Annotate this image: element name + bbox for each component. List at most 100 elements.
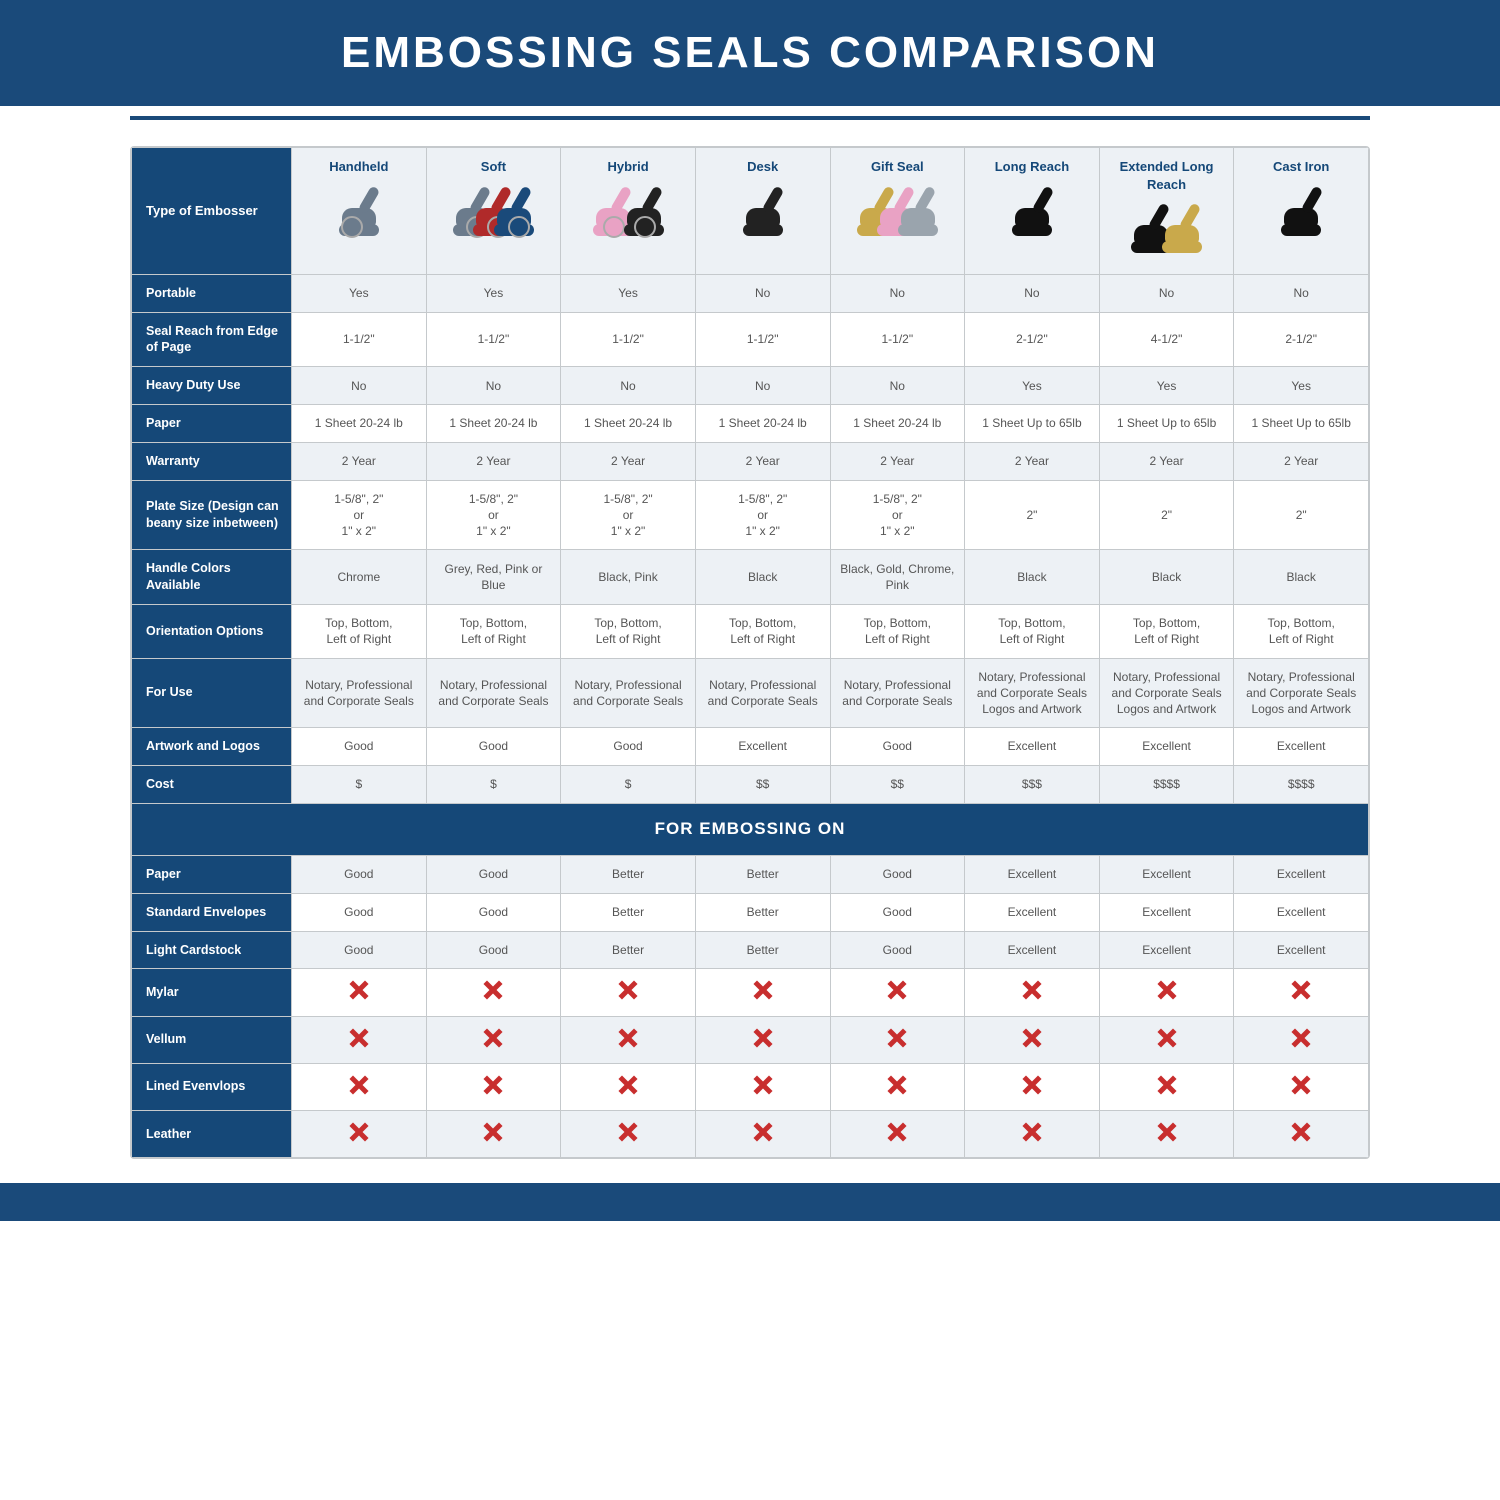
x-icon [617, 1121, 639, 1143]
cell [561, 969, 696, 1016]
cell: 1 Sheet Up to 65lb [965, 405, 1100, 443]
cell: 2 Year [695, 443, 830, 481]
embosser-icon [433, 182, 555, 247]
row-header: Warranty [132, 443, 292, 481]
cell: 2 Year [561, 443, 696, 481]
cell: No [292, 367, 427, 405]
table-row: Paper1 Sheet 20-24 lb1 Sheet 20-24 lb1 S… [132, 405, 1369, 443]
x-icon [482, 1074, 504, 1096]
row-header: Paper [132, 855, 292, 893]
cell: Better [695, 893, 830, 931]
embosser-icon [702, 182, 824, 247]
bottom-band [0, 1183, 1500, 1221]
cell: 1-1/2" [292, 312, 427, 367]
embosser-icon [971, 182, 1093, 247]
comparison-card: Type of Embosser HandheldSoftHybridDeskG… [130, 146, 1370, 1159]
cell: Good [426, 893, 561, 931]
row-header: Artwork and Logos [132, 728, 292, 766]
cell: 1-5/8", 2"or1" x 2" [561, 480, 696, 550]
embosser-icon [298, 182, 420, 247]
cell: $$ [830, 766, 965, 804]
cell [1234, 969, 1369, 1016]
cell: Good [830, 931, 965, 969]
cell: Better [695, 931, 830, 969]
cell: Good [830, 893, 965, 931]
table-row: Vellum [132, 1016, 1369, 1063]
cell: Excellent [1099, 893, 1234, 931]
cell: $ [561, 766, 696, 804]
cell [1099, 969, 1234, 1016]
cell: 2 Year [1234, 443, 1369, 481]
cell [1099, 1063, 1234, 1110]
table-row: Warranty2 Year2 Year2 Year2 Year2 Year2 … [132, 443, 1369, 481]
x-icon [1021, 1121, 1043, 1143]
cell: 1-5/8", 2"or1" x 2" [292, 480, 427, 550]
cell [830, 1063, 965, 1110]
x-icon [1021, 979, 1043, 1001]
table-row: Seal Reach from Edge of Page1-1/2"1-1/2"… [132, 312, 1369, 367]
cell: Excellent [1234, 893, 1369, 931]
cell: Yes [1234, 367, 1369, 405]
table-row: Handle Colors AvailableChromeGrey, Red, … [132, 550, 1369, 605]
x-icon [1156, 1027, 1178, 1049]
cell: Notary, Professional and Corporate Seals [292, 658, 427, 728]
cell [292, 1111, 427, 1158]
col-header-extended-long-reach: Extended Long Reach [1099, 148, 1234, 275]
cell: 2 Year [830, 443, 965, 481]
cell [695, 1111, 830, 1158]
cell: Notary, Professional and Corporate Seals [561, 658, 696, 728]
x-icon [482, 1121, 504, 1143]
cell: Better [561, 931, 696, 969]
cell: Top, Bottom,Left of Right [965, 605, 1100, 658]
cell [561, 1111, 696, 1158]
cell: Good [292, 893, 427, 931]
cell: Good [292, 931, 427, 969]
cell: Black [1099, 550, 1234, 605]
row-header: Leather [132, 1111, 292, 1158]
cell: Excellent [965, 728, 1100, 766]
cell: $$$ [965, 766, 1100, 804]
row-header: For Use [132, 658, 292, 728]
cell [965, 1016, 1100, 1063]
cell: Notary, Professional and Corporate Seals… [1099, 658, 1234, 728]
x-icon [886, 1121, 908, 1143]
cell: Notary, Professional and Corporate Seals [695, 658, 830, 728]
cell: Yes [292, 274, 427, 312]
embosser-icon [1240, 182, 1362, 247]
cell: 2" [1099, 480, 1234, 550]
col-header-hybrid: Hybrid [561, 148, 696, 275]
x-icon [752, 1074, 774, 1096]
cell: Good [292, 855, 427, 893]
table-row: Leather [132, 1111, 1369, 1158]
cell: Yes [1099, 367, 1234, 405]
cell: No [561, 367, 696, 405]
cell: 1-5/8", 2"or1" x 2" [695, 480, 830, 550]
cell [830, 1111, 965, 1158]
cell: 1-1/2" [695, 312, 830, 367]
cell: Good [426, 855, 561, 893]
cell: No [1234, 274, 1369, 312]
cell: Black, Gold, Chrome, Pink [830, 550, 965, 605]
embosser-icon [567, 182, 689, 247]
row-header: Handle Colors Available [132, 550, 292, 605]
cell: Black, Pink [561, 550, 696, 605]
cell: Good [830, 728, 965, 766]
cell: 1 Sheet 20-24 lb [292, 405, 427, 443]
x-icon [617, 1074, 639, 1096]
cell: Top, Bottom,Left of Right [561, 605, 696, 658]
x-icon [752, 979, 774, 1001]
table-row: PaperGoodGoodBetterBetterGoodExcellentEx… [132, 855, 1369, 893]
col-header-long-reach: Long Reach [965, 148, 1100, 275]
cell: Excellent [1099, 931, 1234, 969]
cell [965, 1111, 1100, 1158]
cell: Good [292, 728, 427, 766]
cell: Excellent [1099, 855, 1234, 893]
cell: 2 Year [426, 443, 561, 481]
x-icon [482, 1027, 504, 1049]
table-row: Light CardstockGoodGoodBetterBetterGoodE… [132, 931, 1369, 969]
cell: Notary, Professional and Corporate Seals… [965, 658, 1100, 728]
cell: No [830, 274, 965, 312]
cell [292, 969, 427, 1016]
table-row: Mylar [132, 969, 1369, 1016]
cell: No [830, 367, 965, 405]
